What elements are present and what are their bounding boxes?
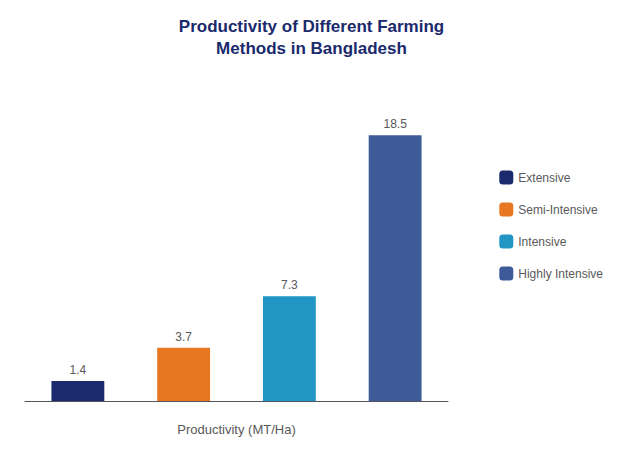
svg-text:Intensive: Intensive <box>518 235 566 249</box>
svg-text:Semi-Intensive: Semi-Intensive <box>518 203 598 217</box>
svg-text:7.3: 7.3 <box>281 278 298 292</box>
svg-text:3.7: 3.7 <box>175 330 192 344</box>
svg-text:Productivity (MT/Ha): Productivity (MT/Ha) <box>177 422 295 437</box>
svg-text:Extensive: Extensive <box>518 171 570 185</box>
svg-text:Methods in Bangladesh: Methods in Bangladesh <box>216 39 407 58</box>
svg-text:Productivity of Different Farm: Productivity of Different Farming <box>179 17 444 36</box>
svg-text:18.5: 18.5 <box>383 117 407 131</box>
svg-text:1.4: 1.4 <box>70 363 87 377</box>
svg-text:Highly Intensive: Highly Intensive <box>518 267 603 281</box>
